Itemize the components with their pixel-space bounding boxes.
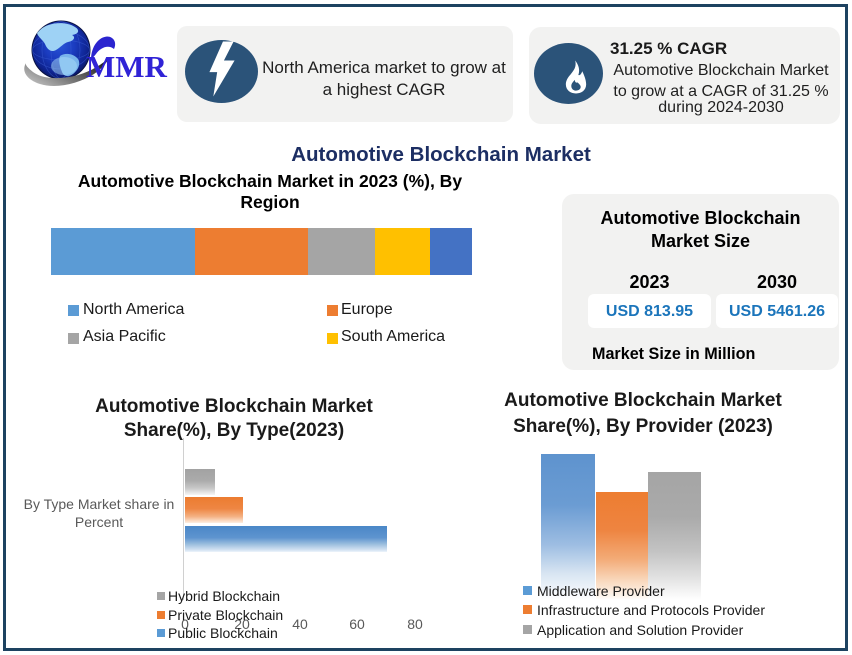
svg-text:MMR: MMR (86, 49, 168, 84)
